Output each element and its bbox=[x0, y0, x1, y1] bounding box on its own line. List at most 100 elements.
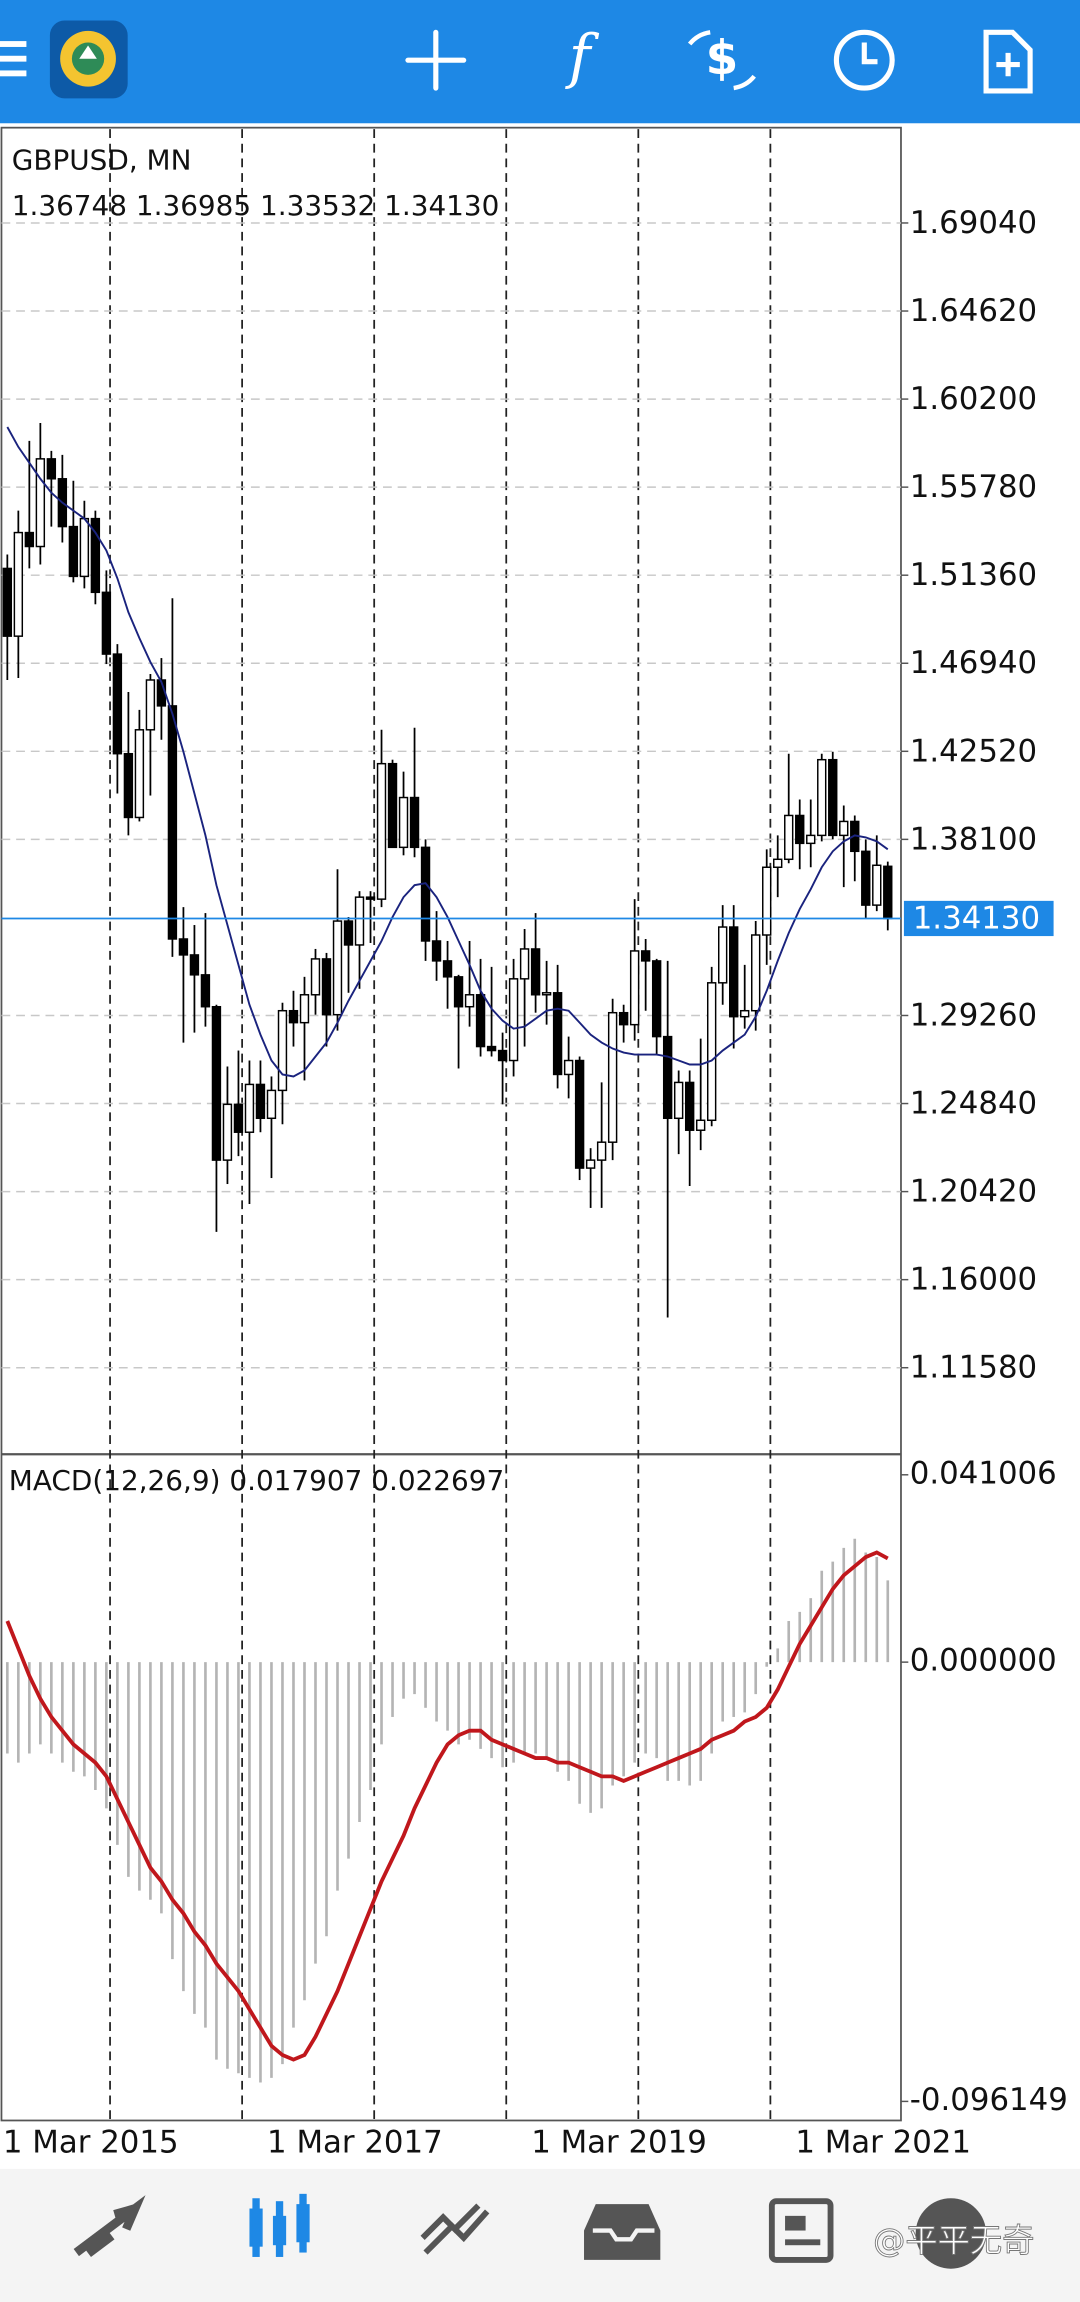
candle-body bbox=[255, 1083, 266, 1120]
candle-body bbox=[717, 926, 728, 984]
candle-body bbox=[167, 705, 178, 940]
y-tick-label: 1.60200 bbox=[910, 381, 1037, 417]
candle-body bbox=[453, 976, 464, 1008]
candle-body bbox=[200, 974, 211, 1008]
candle-body bbox=[740, 1009, 750, 1018]
candle-body bbox=[541, 992, 552, 996]
y-tick-label: 1.20420 bbox=[910, 1174, 1037, 1210]
candle-body bbox=[376, 762, 387, 900]
candle-body bbox=[35, 458, 46, 548]
menu-button[interactable] bbox=[0, 41, 27, 77]
candle-body bbox=[629, 950, 640, 1026]
candle-body bbox=[112, 653, 123, 755]
candle-body bbox=[46, 458, 57, 480]
candle-body bbox=[486, 1045, 497, 1052]
candle-body bbox=[123, 752, 134, 819]
y-tick-label: 1.38100 bbox=[910, 821, 1037, 857]
candle-body bbox=[277, 1009, 288, 1092]
candle-body bbox=[784, 814, 794, 861]
history-tab[interactable] bbox=[584, 2204, 661, 2260]
x-tick-label: 1 Mar 2019 bbox=[531, 2124, 707, 2160]
candle-body bbox=[662, 1035, 673, 1120]
y-tick-label: 1.29260 bbox=[910, 997, 1037, 1033]
y-tick-label: 0.000000 bbox=[910, 1643, 1057, 1679]
candle-body bbox=[607, 1011, 618, 1143]
y-tick-label: 1.42520 bbox=[910, 733, 1037, 769]
chart-title: GBPUSD, MN bbox=[12, 143, 192, 176]
timeframe-button[interactable] bbox=[833, 29, 895, 91]
candle-body bbox=[839, 820, 849, 837]
y-tick-label: 1.46940 bbox=[910, 645, 1037, 681]
candle-body bbox=[618, 1011, 629, 1026]
macd-signal-line bbox=[5, 1550, 889, 2062]
candle-body bbox=[354, 896, 365, 946]
moving-average bbox=[6, 426, 889, 1078]
candle-body bbox=[398, 796, 409, 849]
candle-body bbox=[684, 1081, 695, 1131]
candle-body bbox=[321, 958, 332, 1016]
candle-body bbox=[244, 1083, 255, 1133]
macd-label: MACD(12,26,9) 0.017907 0.022697 bbox=[9, 1464, 504, 1497]
candle-body bbox=[266, 1089, 277, 1120]
candle-body bbox=[387, 762, 398, 849]
candle-body bbox=[145, 679, 156, 731]
candle-body bbox=[695, 1119, 706, 1131]
svg-text:$: $ bbox=[706, 31, 739, 86]
candle-body bbox=[872, 864, 882, 906]
candle-body bbox=[409, 796, 420, 849]
y-tick-label: 1.16000 bbox=[910, 1262, 1037, 1298]
x-tick-label: 1 Mar 2017 bbox=[267, 2124, 443, 2160]
messages-tab[interactable] bbox=[915, 2198, 987, 2269]
candle-body bbox=[806, 834, 816, 845]
candle-body bbox=[299, 994, 310, 1024]
candle-body bbox=[508, 978, 519, 1062]
candle-body bbox=[519, 948, 530, 980]
ohlc-readout: 1.36748 1.36985 1.33532 1.34130 bbox=[12, 189, 500, 222]
y-tick-label: 1.64620 bbox=[910, 293, 1037, 329]
candle-body bbox=[574, 1059, 585, 1169]
candle-body bbox=[24, 531, 35, 548]
candle-body bbox=[530, 948, 541, 996]
candle-body bbox=[288, 1009, 299, 1024]
crosshair-button[interactable] bbox=[405, 29, 467, 91]
new-order-button[interactable] bbox=[983, 29, 1033, 94]
candle-body bbox=[79, 517, 90, 578]
candle-body bbox=[178, 938, 189, 956]
candle-body bbox=[773, 858, 783, 868]
candle-body bbox=[101, 591, 112, 655]
trade-button[interactable]: $ bbox=[687, 30, 756, 91]
bottom-nav bbox=[0, 2168, 1080, 2302]
candle-body bbox=[651, 960, 662, 1038]
candle-body bbox=[475, 994, 486, 1048]
candle-body bbox=[861, 850, 871, 906]
y-tick-label: 1.55780 bbox=[910, 469, 1037, 505]
x-tick-label: 1 Mar 2015 bbox=[3, 2124, 179, 2160]
app-icon[interactable] bbox=[49, 20, 128, 99]
time-grid bbox=[109, 129, 772, 2120]
candle-body bbox=[552, 992, 563, 1076]
chart-tab[interactable] bbox=[249, 2193, 310, 2257]
candle-body bbox=[233, 1103, 244, 1133]
watermark: @平平无奇 bbox=[873, 2221, 1034, 2259]
candle-body bbox=[762, 866, 772, 936]
y-tick-label: 0.041006 bbox=[910, 1455, 1057, 1491]
toolbar bbox=[0, 0, 1080, 124]
candle-body bbox=[817, 758, 827, 837]
trade-tab[interactable] bbox=[420, 2203, 490, 2255]
y-tick-label: 1.51360 bbox=[910, 557, 1037, 593]
y-tick-label: 1.11580 bbox=[910, 1350, 1037, 1386]
candle-body bbox=[13, 531, 24, 637]
candle-body bbox=[442, 960, 453, 978]
candle-body bbox=[751, 934, 761, 1012]
candle-body bbox=[828, 758, 838, 837]
y-tick-label: -0.096149 bbox=[910, 2082, 1068, 2118]
candle-body bbox=[211, 1005, 222, 1161]
candle-body bbox=[90, 517, 101, 594]
quotes-tab[interactable] bbox=[73, 2195, 146, 2257]
candle-body bbox=[2, 567, 13, 637]
candle-body bbox=[310, 958, 321, 996]
candle-body bbox=[464, 994, 475, 1008]
news-tab[interactable] bbox=[768, 2198, 834, 2263]
